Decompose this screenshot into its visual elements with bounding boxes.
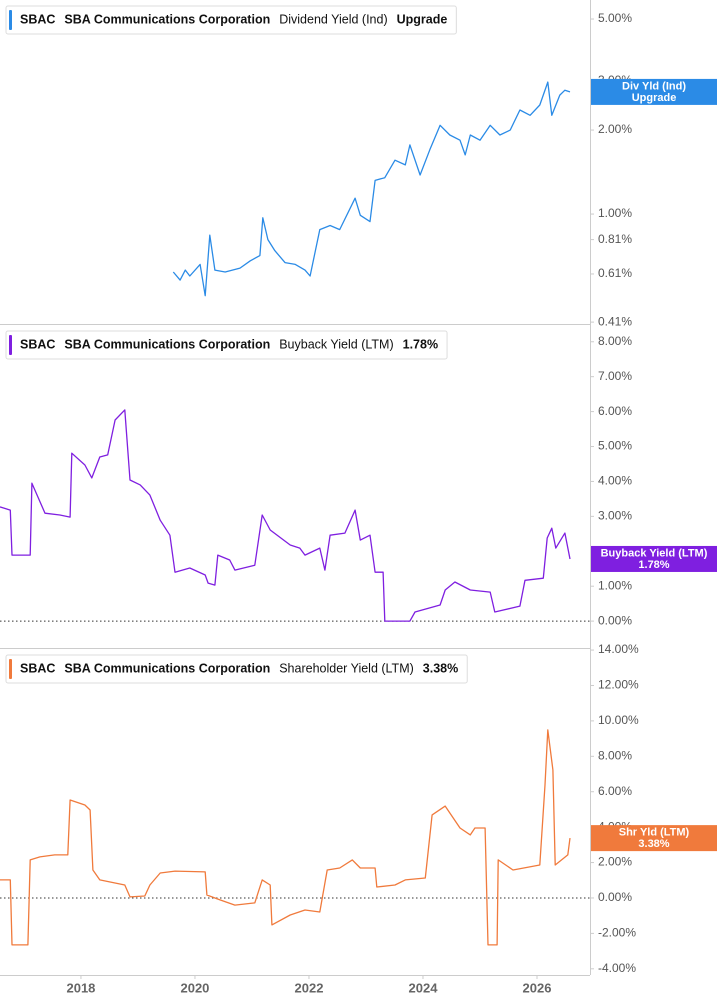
y-tick-label: 14.00%: [598, 642, 639, 656]
y-tick-label: 8.00%: [598, 334, 632, 348]
legend-swatch: [9, 659, 12, 679]
y-tick-label: 0.81%: [598, 232, 632, 246]
series-line: [172, 81, 571, 297]
legend-company: SBA Communications Corporation: [64, 12, 270, 26]
x-tick-label: 2018: [66, 980, 95, 995]
y-tick-label: 12.00%: [598, 678, 639, 692]
y-tick-label: 1.00%: [598, 206, 632, 220]
y-tick-label: 4.00%: [598, 474, 632, 488]
legend-swatch: [9, 10, 12, 30]
legend-ticker: SBAC: [20, 337, 55, 351]
legend-company: SBA Communications Corporation: [64, 337, 270, 351]
legend-value: 1.78%: [403, 337, 438, 351]
x-tick-label: 2022: [295, 980, 324, 995]
y-tick-label: 0.41%: [598, 314, 632, 328]
y-tick-label: 10.00%: [598, 713, 639, 727]
legend-series: Dividend Yield (Ind): [279, 12, 387, 26]
value-tag-name: Buyback Yield (LTM): [601, 547, 708, 559]
y-tick-label: 0.61%: [598, 266, 632, 280]
legend-value: Upgrade: [397, 12, 448, 26]
legend-series: Buyback Yield (LTM): [279, 337, 393, 351]
y-tick-label: 6.00%: [598, 784, 632, 798]
y-tick-label: 0.00%: [598, 613, 632, 627]
y-tick-label: 5.00%: [598, 11, 632, 25]
legend-ticker: SBAC: [20, 661, 55, 675]
x-tick-label: 2026: [523, 980, 552, 995]
value-tag: [591, 545, 717, 572]
x-tick-label: 2024: [409, 980, 439, 995]
y-tick-label: 3.00%: [598, 509, 632, 523]
value-tag: [591, 78, 717, 105]
series-line: [0, 729, 571, 946]
legend-company: SBA Communications Corporation: [64, 661, 270, 675]
y-tick-label: 8.00%: [598, 748, 632, 762]
x-tick-label: 2020: [180, 980, 209, 995]
value-tag-name: Shr Yld (LTM): [619, 827, 690, 839]
legend-box: [5, 5, 457, 35]
y-tick-label: 6.00%: [598, 404, 632, 418]
y-tick-label: 1.00%: [598, 578, 632, 592]
y-tick-label: 5.00%: [598, 439, 632, 453]
y-tick-label: 2.00%: [598, 122, 632, 136]
legend-series: Shareholder Yield (LTM): [279, 661, 414, 675]
legend-box: [5, 654, 468, 684]
legend-ticker: SBAC: [20, 12, 55, 26]
value-tag: [591, 825, 717, 852]
legend-box: [5, 330, 448, 360]
y-tick-label: -4.00%: [598, 961, 636, 975]
y-tick-label: 2.00%: [598, 855, 632, 869]
value-tag-label: 3.38%: [638, 838, 669, 850]
y-tick-label: -2.00%: [598, 926, 636, 940]
value-tag-label: Upgrade: [632, 92, 677, 104]
y-tick-label: 0.00%: [598, 890, 632, 904]
value-tag-name: Div Yld (Ind): [622, 80, 686, 92]
y-tick-label: 7.00%: [598, 369, 632, 383]
value-tag-label: 1.78%: [638, 559, 669, 571]
legend-value: 3.38%: [423, 661, 458, 675]
legend-swatch: [9, 335, 12, 355]
series-line: [0, 409, 571, 622]
